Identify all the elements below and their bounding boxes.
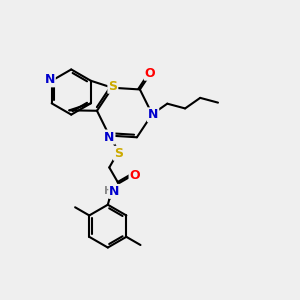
Text: H: H: [104, 186, 113, 196]
Text: N: N: [44, 74, 55, 86]
Text: O: O: [145, 67, 155, 80]
Text: N: N: [148, 108, 158, 121]
Text: N: N: [104, 130, 115, 143]
Text: S: S: [108, 80, 117, 93]
Text: S: S: [114, 147, 123, 160]
Text: N: N: [109, 185, 120, 198]
Text: O: O: [130, 169, 140, 182]
